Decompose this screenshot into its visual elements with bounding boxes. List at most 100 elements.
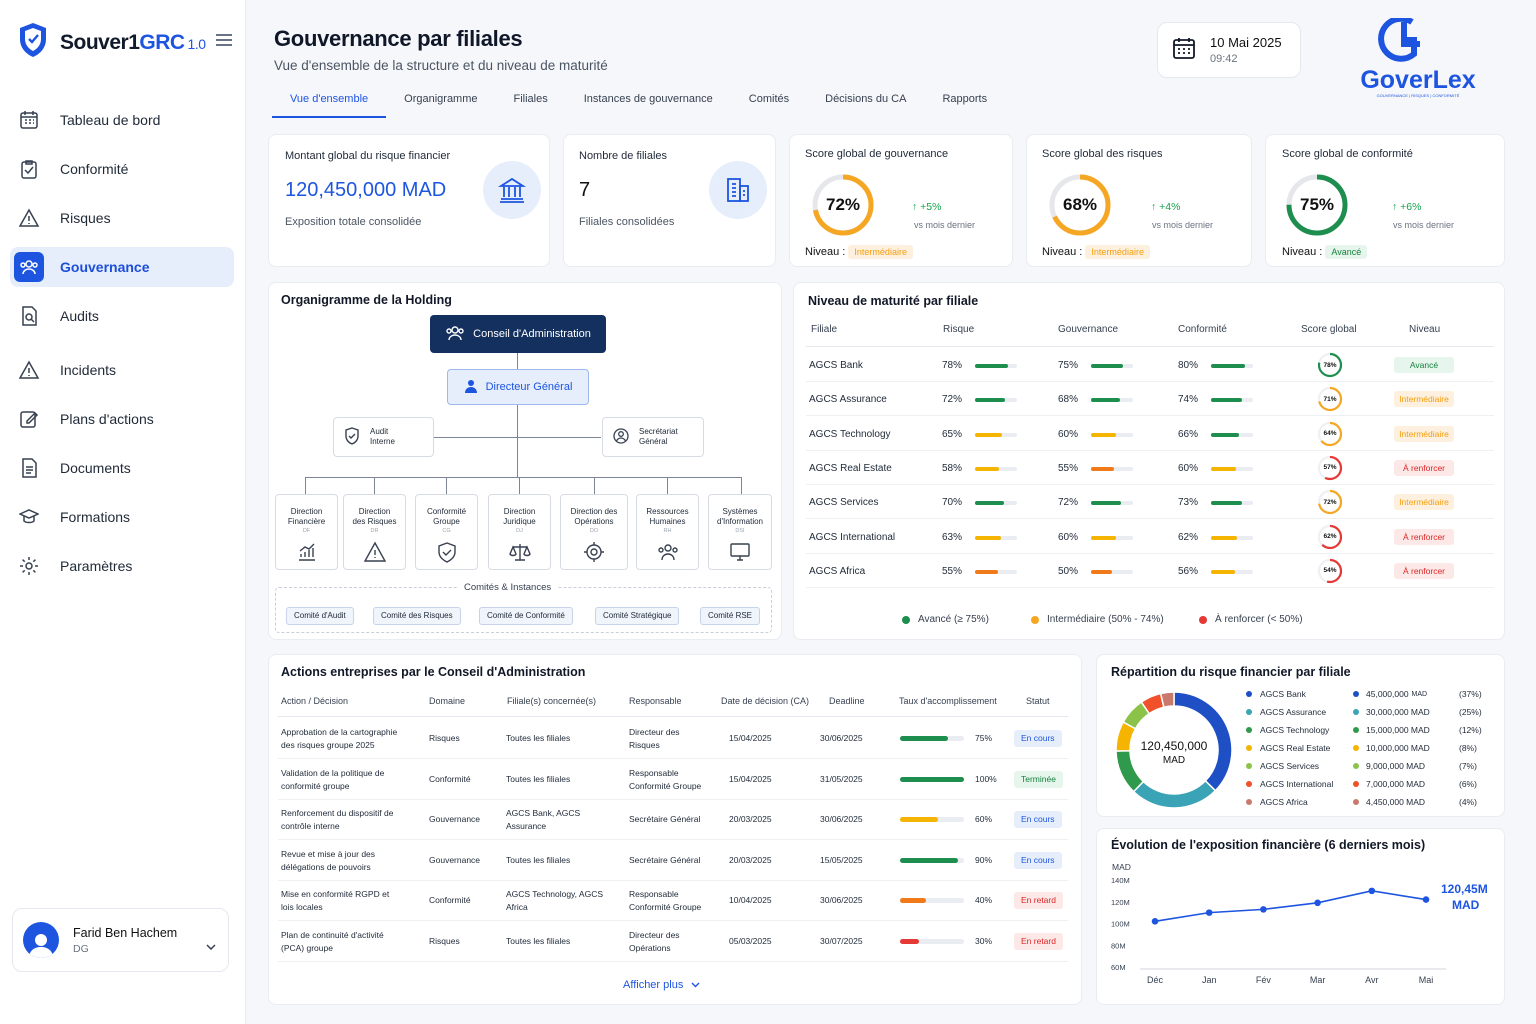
sidebar-item-conformite[interactable]: Conformité xyxy=(10,149,234,189)
org-connector xyxy=(517,405,518,477)
sidebar-item-incidents[interactable]: Incidents xyxy=(10,350,234,390)
gouv-value: 55% xyxy=(1058,462,1079,474)
sidebar-item-label: Incidents xyxy=(60,362,117,378)
legend-amount: 30,000,000 MAD xyxy=(1353,707,1430,717)
level-badge: À renforcer xyxy=(1394,562,1454,579)
table-row[interactable]: AGCS Technology 65% 60% 66% 64% Intermédiaire xyxy=(806,417,1494,451)
chevron-down-icon[interactable] xyxy=(206,937,216,955)
sidebar-item-risques[interactable]: Risques xyxy=(10,198,234,238)
data-point xyxy=(1205,909,1213,916)
date-widget[interactable]: 10 Mai 2025 09:42 xyxy=(1157,22,1301,78)
comite-strategique[interactable]: Comité Stratégique xyxy=(595,607,680,625)
dept-finance[interactable]: Direction Financière DF xyxy=(275,494,338,570)
action-text: Mise en conformité RGPD et lois locales xyxy=(281,889,390,912)
sidebar-item-audits[interactable]: Audits xyxy=(10,296,234,336)
shield-icon xyxy=(344,427,360,447)
deadline: 30/07/2025 xyxy=(820,935,863,946)
table-row[interactable]: AGCS Services 70% 72% 73% 72% Intermédiaire xyxy=(806,485,1494,520)
table-row[interactable]: AGCS Africa 55% 50% 56% 54% À renforcer xyxy=(806,554,1494,588)
sidebar-item-parametres[interactable]: Paramètres xyxy=(10,546,234,586)
table-row[interactable]: Renforcement du dispositif de contrôle in… xyxy=(278,799,1068,840)
tabs: Vue d'ensemble Organigramme Filiales Ins… xyxy=(272,88,1005,118)
filiale-name: AGCS Technology xyxy=(809,428,891,440)
risque-value: 72% xyxy=(942,394,963,406)
tab-comites[interactable]: Comités xyxy=(748,93,790,105)
table-row[interactable]: Approbation de la cartographie des risque… xyxy=(278,718,1068,759)
comite-risques[interactable]: Comité des Risques xyxy=(373,607,461,625)
progress-label: 30% xyxy=(975,935,993,946)
progress-bar xyxy=(1211,364,1253,368)
menu-icon[interactable] xyxy=(216,34,232,46)
dept-rh[interactable]: Ressources Humaines RH xyxy=(636,494,699,570)
maturity-card xyxy=(793,282,1505,640)
org-board-node[interactable]: Conseil d'Administration xyxy=(430,315,606,353)
sidebar-item-formations[interactable]: Formations xyxy=(10,497,234,537)
level-badge: Intermédiaire xyxy=(848,245,913,259)
comite-audit[interactable]: Comité d'Audit xyxy=(286,607,354,625)
sidebar-item-gouvernance[interactable]: Gouvernance xyxy=(10,247,234,287)
col-header: Filiale xyxy=(811,324,838,335)
responsable: Directeur des Opérations xyxy=(629,929,680,953)
progress-bar xyxy=(1091,501,1133,506)
org-connector xyxy=(305,477,306,494)
table-row[interactable]: AGCS International 63% 60% 62% 62% À renforce… xyxy=(806,520,1494,554)
dept-risques[interactable]: Direction des Risques DR xyxy=(343,494,406,570)
org-secretariat-node[interactable]: Secrétariat Général xyxy=(602,417,704,457)
kpi-filiales-card: Nombre de filiales 7 Filiales consolidée… xyxy=(563,134,776,267)
level-badge: À renforcer xyxy=(1394,528,1454,545)
dept-operations[interactable]: Direction des Opérations DO xyxy=(560,494,628,570)
risque-value: 63% xyxy=(942,531,963,543)
comite-rse[interactable]: Comité RSE xyxy=(700,607,761,625)
sidebar-item-documents[interactable]: Documents xyxy=(10,448,234,488)
shield-logo-icon xyxy=(18,22,48,63)
tab-vue-ensemble[interactable]: Vue d'ensemble xyxy=(272,88,387,118)
sidebar-item-tableau-de-bord[interactable]: Tableau de bord xyxy=(10,100,234,140)
sidebar-item-plans[interactable]: Plans d'actions xyxy=(10,399,234,439)
org-audit-node[interactable]: Audit Interne xyxy=(333,417,434,457)
org-connector xyxy=(374,477,375,494)
kpi-score-card: Score global de gouvernance 72% ↑ +5% vs… xyxy=(789,134,1013,267)
tab-decisions[interactable]: Décisions du CA xyxy=(825,93,907,105)
tab-rapports[interactable]: Rapports xyxy=(942,93,988,105)
dept-si[interactable]: Systèmes d'Information DSI xyxy=(708,494,772,570)
dept-conformite[interactable]: Conformité Groupe CG xyxy=(415,494,478,570)
header-divider xyxy=(806,346,1494,347)
score-ring: 72% xyxy=(809,171,877,239)
conf-value: 74% xyxy=(1178,394,1199,406)
status-badge: En retard xyxy=(1014,932,1063,950)
filiale-name: AGCS Real Estate xyxy=(809,462,892,474)
comite-conformite[interactable]: Comité de Conformité xyxy=(479,607,573,625)
score-ring: 64% xyxy=(1317,421,1343,447)
level-badge: Intermédiaire xyxy=(1394,494,1454,511)
x-tick-label: Fév xyxy=(1256,975,1272,985)
kpi-score-card: Score global de conformité 75% ↑ +6% vs … xyxy=(1265,134,1505,267)
user-icon xyxy=(464,379,478,396)
legend-item: AGCS International xyxy=(1246,779,1333,789)
brand[interactable]: Souver1GRC 1.0 xyxy=(18,22,206,63)
legend-item: AGCS Bank xyxy=(1246,689,1306,699)
table-row[interactable]: AGCS Real Estate 58% 55% 60% 57% À renforcer xyxy=(806,451,1494,485)
action-text: Revue et mise à jour des délégations de p… xyxy=(281,848,376,872)
progress-bar xyxy=(975,432,1017,437)
table-row[interactable]: Revue et mise à jour des délégations de p… xyxy=(278,840,1068,881)
gear-icon xyxy=(583,541,605,563)
tab-filiales[interactable]: Filiales xyxy=(513,93,548,105)
tab-instances[interactable]: Instances de gouvernance xyxy=(583,93,713,105)
table-row[interactable]: Mise en conformité RGPD et lois locales Co… xyxy=(278,880,1068,921)
org-dg-node[interactable]: Directeur Général xyxy=(447,369,589,405)
data-point xyxy=(1151,918,1159,925)
filiales: AGCS Bank, AGCS Assurance xyxy=(506,808,581,831)
kpi-risk-card: Montant global du risque financier 120,4… xyxy=(268,134,550,267)
show-more-button[interactable]: Afficher plus xyxy=(623,979,700,991)
user-card[interactable]: Farid Ben Hachem DG xyxy=(12,908,229,972)
table-row[interactable]: Validation de la politique de conformité … xyxy=(278,759,1068,800)
tab-organigramme[interactable]: Organigramme xyxy=(404,93,478,105)
table-row[interactable]: AGCS Assurance 72% 68% 74% 71% Intermédiaire xyxy=(806,382,1494,417)
table-row[interactable]: AGCS Bank 78% 75% 80% 78% Avancé xyxy=(806,348,1494,382)
scales-icon xyxy=(508,541,531,563)
legend-amount: 9,000,000 MAD xyxy=(1353,761,1425,771)
dept-juridique[interactable]: Direction Juridique DJ xyxy=(488,494,551,570)
table-row[interactable]: Plan de continuité d'activité (PCA) group… xyxy=(278,921,1068,962)
sidebar: Souver1GRC 1.0 Tableau de bord Conformité… xyxy=(0,0,246,1024)
calendar-grid-icon xyxy=(18,109,40,131)
